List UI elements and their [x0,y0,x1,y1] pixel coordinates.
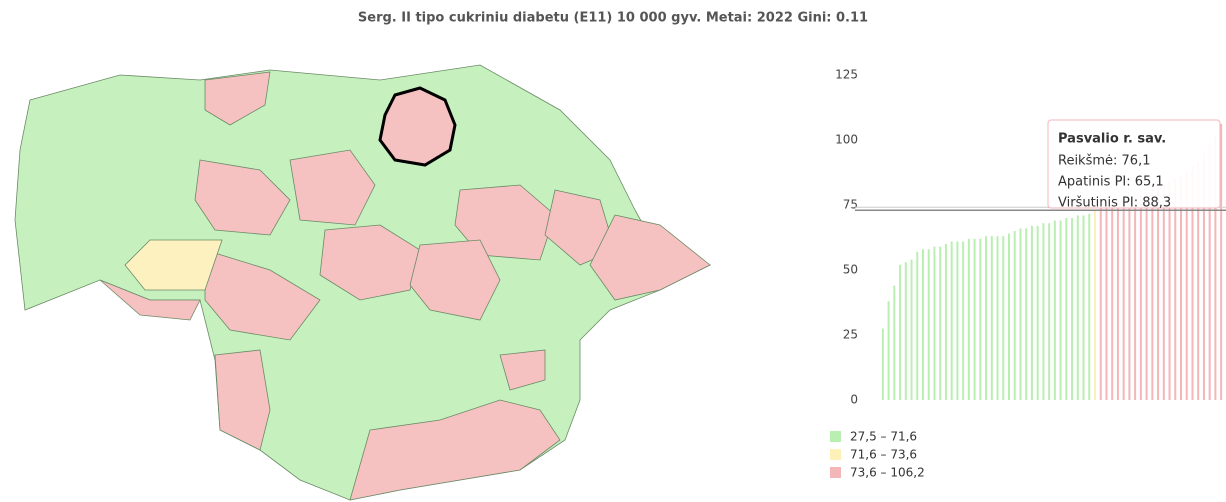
tooltip-box [1047,119,1221,209]
bar [1076,215,1079,400]
bar [1048,223,1051,400]
bar [904,262,907,400]
bar [1053,220,1056,400]
region [589,214,711,301]
bar [985,236,988,400]
chart-title: Serg. II tipo cukriniu diabetu (E11) 10 … [358,11,868,26]
legend-swatch [830,467,841,478]
region [214,349,271,451]
bar [1105,207,1108,400]
bar [1122,202,1125,400]
y-tick-label: 100 [835,133,858,147]
bar [1157,186,1160,400]
tooltip: Pasvalio r. sav. Reikšmė: 76,1 Apatinis PI… [1047,119,1221,211]
tooltip-line: Reikšmė: 76,1 [1058,154,1150,169]
bar [1065,218,1068,400]
legend-swatch [830,449,841,460]
region [289,149,376,226]
region [194,159,291,236]
legend-swatch [830,431,841,442]
bar [990,236,993,400]
bar [1151,189,1154,400]
region [204,71,271,126]
y-tick-label: 0 [850,393,858,407]
region [99,279,201,321]
bar [1059,220,1062,400]
tooltip-title: Pasvalio r. sav. [1058,132,1166,147]
region-highlight [378,86,457,167]
bar [1162,184,1165,400]
map [14,64,712,501]
region [124,239,223,291]
bar [1042,223,1045,400]
bar [910,259,913,400]
bar [1220,123,1223,400]
bar [1134,197,1137,400]
bar [1008,233,1010,400]
bar [1139,194,1142,400]
region [349,399,561,501]
bar [1214,134,1217,401]
bar [1145,192,1148,400]
bar [944,244,947,400]
bar [1174,179,1177,400]
bar [956,241,959,400]
bar [933,246,936,400]
legend-label: 73,6 – 106,2 [850,466,925,480]
bar [967,238,970,400]
bar [1099,208,1102,400]
tooltip-line: Apatinis PI: 65,1 [1058,175,1164,190]
bar [950,241,953,400]
bar [916,251,919,400]
y-tick-label: 75 [843,198,858,212]
bar [1111,206,1114,400]
bar [899,264,902,400]
bar [1082,215,1085,400]
bar [1071,218,1074,400]
y-tick-label: 125 [835,68,858,82]
bar [1168,181,1171,400]
bar [1094,210,1096,400]
bar [893,285,896,400]
bar [962,241,965,400]
bar [1128,199,1131,400]
bar [927,249,930,400]
region [319,224,421,301]
bar [887,301,890,400]
bar [1116,205,1119,400]
bar [922,249,924,400]
bar [1180,176,1182,400]
y-tick-label: 50 [843,263,858,277]
region [499,349,546,391]
region [409,239,501,321]
legend-label: 71,6 – 73,6 [850,448,917,462]
region [204,249,321,341]
bar [1088,213,1091,400]
bar [939,246,942,400]
bar [979,238,982,400]
bar [996,236,999,400]
bar [1036,225,1039,400]
bar [1025,228,1028,400]
bar [881,328,884,400]
legend-label: 27,5 – 71,6 [850,430,917,444]
bar [1030,225,1033,400]
tooltip-line: Viršutinis PI: 88,3 [1058,196,1171,211]
bar [1208,145,1211,400]
bar [1191,166,1194,400]
bar [1185,171,1188,400]
bar [973,238,976,400]
bar [1197,160,1200,400]
bar [1002,236,1005,400]
bar [1019,228,1022,400]
bar [1202,153,1205,400]
y-tick-label: 25 [843,328,858,342]
bar [1013,231,1016,400]
